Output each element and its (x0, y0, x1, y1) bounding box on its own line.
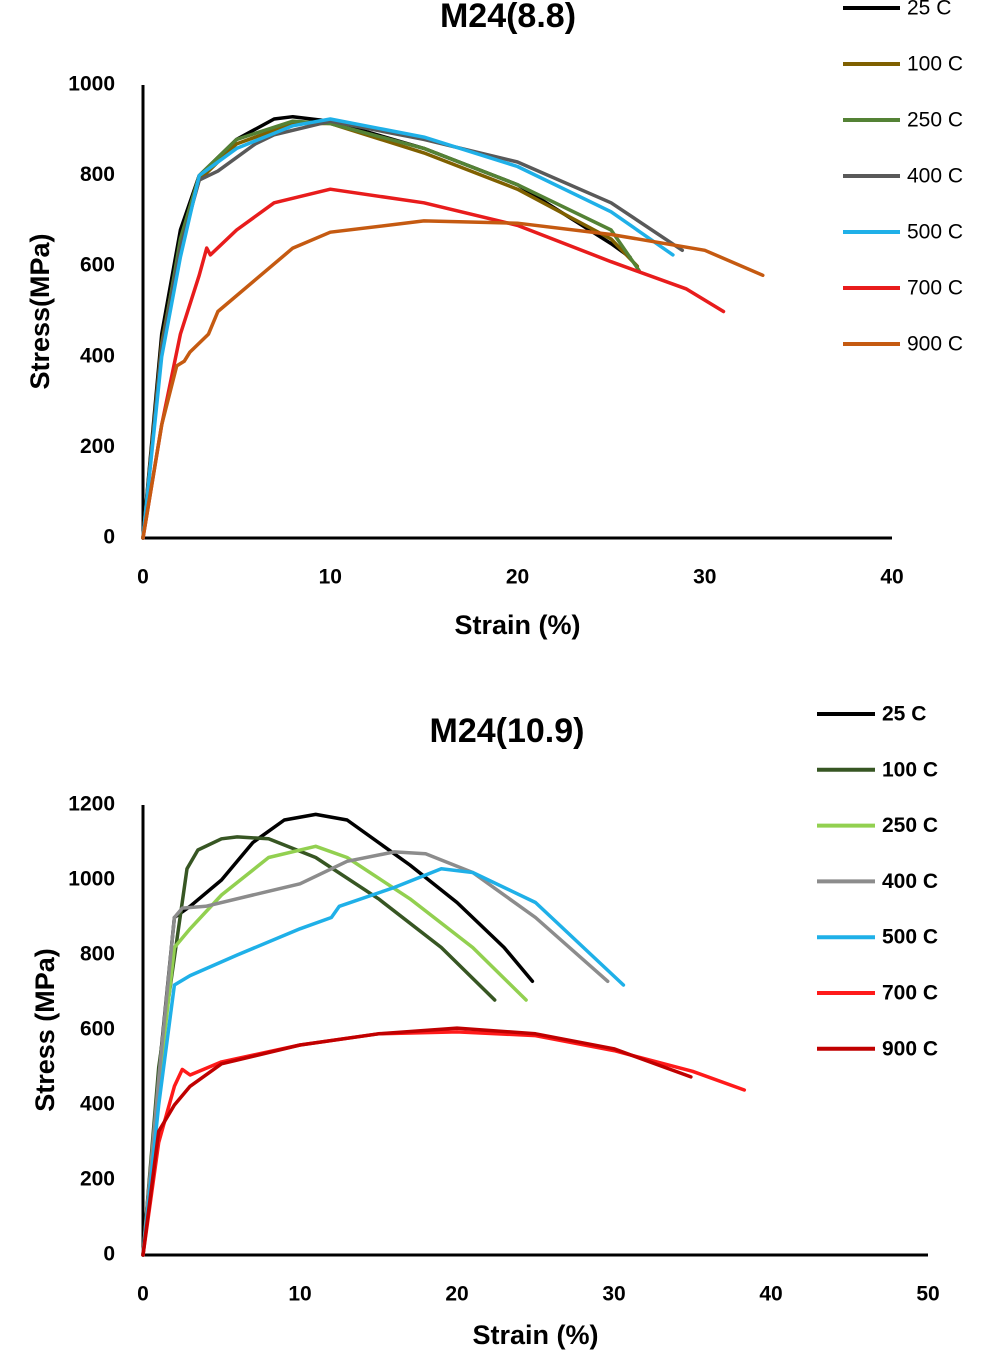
data-line (141, 119, 685, 540)
x-tick-label: 50 (916, 1283, 939, 1306)
legend-label: 100 C (882, 758, 938, 781)
data-line (141, 117, 675, 540)
y-tick-label: 0 (103, 526, 115, 549)
y-tick-label: 1000 (68, 73, 115, 96)
x-tick-label: 20 (506, 566, 529, 589)
data-line (141, 812, 535, 1257)
y-tick-label: 800 (80, 943, 115, 966)
y-tick-label: 1000 (68, 868, 115, 891)
x-tick-label: 30 (602, 1283, 625, 1306)
legend-label: 25 C (907, 0, 951, 20)
legend-label: 500 C (907, 221, 963, 244)
data-line (141, 1026, 693, 1257)
x-tick-label: 20 (445, 1283, 468, 1306)
legend-label: 900 C (882, 1037, 938, 1060)
data-line (141, 187, 726, 540)
legend-label: 500 C (882, 926, 938, 949)
y-axis-label: Stress(MPa) (25, 233, 55, 389)
legend-label: 900 C (907, 333, 963, 356)
y-tick-label: 400 (80, 344, 115, 367)
x-axis-label: Strain (%) (454, 610, 580, 640)
data-line (141, 835, 497, 1257)
y-tick-label: 1200 (68, 793, 115, 816)
legend-label: 400 C (882, 870, 938, 893)
legend-label: 250 C (907, 109, 963, 132)
y-tick-label: 200 (80, 1168, 115, 1191)
data-line (141, 867, 626, 1257)
x-tick-label: 40 (759, 1283, 782, 1306)
legend-label: 400 C (907, 165, 963, 188)
y-tick-label: 800 (80, 163, 115, 186)
legend-label: 700 C (907, 277, 963, 300)
x-tick-label: 40 (880, 566, 903, 589)
legend-label: 100 C (907, 53, 963, 76)
y-tick-label: 400 (80, 1093, 115, 1116)
y-tick-label: 600 (80, 1018, 115, 1041)
chart-title: M24(10.9) (430, 712, 585, 750)
y-tick-label: 0 (103, 1243, 115, 1266)
data-line (141, 850, 610, 1257)
x-tick-label: 0 (137, 1283, 149, 1306)
y-tick-label: 200 (80, 435, 115, 458)
y-axis-label: Stress (MPa) (30, 948, 60, 1112)
data-line (141, 121, 640, 540)
data-line (141, 844, 528, 1257)
x-tick-label: 10 (319, 566, 342, 589)
legend-label: 700 C (882, 982, 938, 1005)
data-line (141, 1030, 747, 1257)
data-line (141, 219, 765, 540)
chart-title: M24(8.8) (440, 0, 576, 35)
x-tick-label: 0 (137, 566, 149, 589)
y-tick-label: 600 (80, 254, 115, 277)
x-tick-label: 30 (693, 566, 716, 589)
legend-label: 25 C (882, 703, 926, 726)
x-axis-label: Strain (%) (472, 1320, 598, 1350)
legend-label: 250 C (882, 814, 938, 837)
x-tick-label: 10 (288, 1283, 311, 1306)
